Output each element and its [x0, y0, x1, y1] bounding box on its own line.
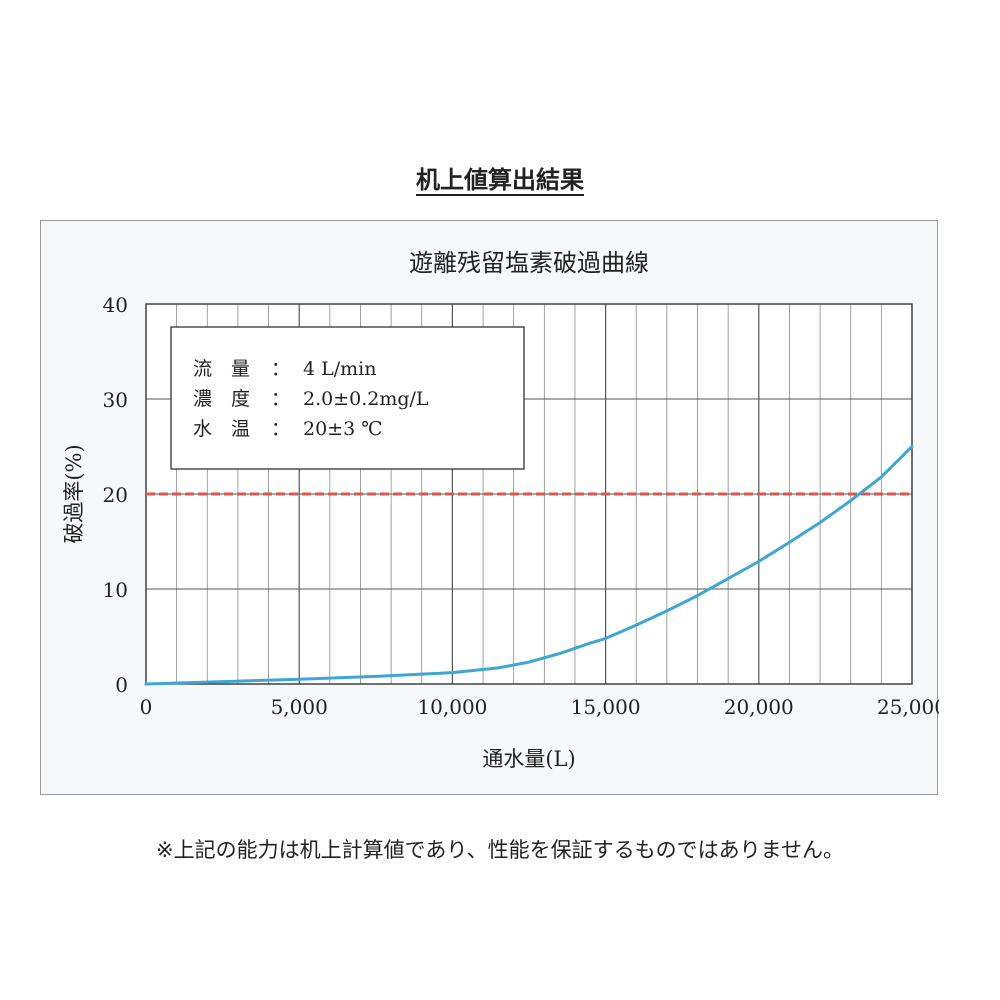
condition-value: 4 L/min: [303, 358, 376, 380]
condition-value: 2.0±0.2mg/L: [303, 388, 429, 410]
x-tick-label: 10,000: [417, 695, 487, 719]
footnote: ※上記の能力は机上計算値であり、性能を保証するものではありません。: [156, 838, 844, 862]
conditions-box: [170, 326, 525, 470]
y-axis-label: 破過率(%): [62, 444, 86, 543]
x-tick-label: 15,000: [571, 695, 641, 719]
condition-value: 20±3 ℃: [303, 418, 382, 440]
x-tick-label: 0: [140, 695, 153, 719]
y-tick-label: 10: [103, 578, 128, 602]
page-heading-text: 机上値算出結果: [416, 166, 584, 194]
chart-title: 遊離残留塩素破過曲線: [409, 249, 649, 277]
y-tick-label: 30: [103, 388, 128, 412]
y-tick-label: 40: [103, 293, 128, 317]
x-tick-label: 20,000: [724, 695, 794, 719]
page-heading: 机上値算出結果: [0, 160, 1000, 195]
breakthrough-chart: 遊離残留塩素破過曲線 0 10 20 30 40 0 5,000 10,000 15,000 20,…: [62, 249, 939, 771]
condition-separator: ：: [271, 418, 290, 440]
x-axis-label: 通水量(L): [482, 747, 575, 771]
breakthrough-curve: [144, 445, 914, 686]
condition-separator: ：: [271, 388, 290, 410]
x-tick-label: 25,000: [877, 695, 939, 719]
condition-label: 濃 度: [193, 388, 250, 410]
condition-separator: ：: [271, 358, 290, 380]
y-tick-label: 0: [115, 673, 128, 697]
condition-label: 水 温: [193, 418, 250, 440]
x-tick-label: 5,000: [271, 695, 328, 719]
y-tick-label: 20: [103, 483, 128, 507]
chart-panel: 遊離残留塩素破過曲線 0 10 20 30 40 0 5,000 10,000 15,000 20,…: [40, 220, 939, 795]
condition-label: 流 量: [193, 358, 250, 380]
